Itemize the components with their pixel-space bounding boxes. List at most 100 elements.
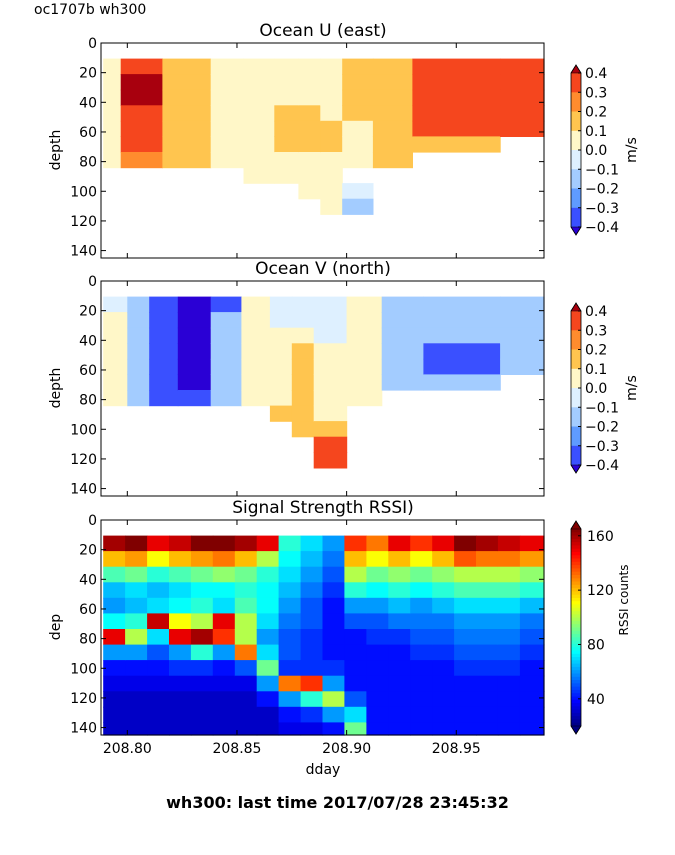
data-cell [212, 613, 236, 630]
data-cell [388, 675, 411, 692]
colorbar-segment [571, 696, 581, 701]
y-tick-label: 40 [79, 95, 97, 111]
data-cell [300, 629, 324, 646]
data-cell [234, 613, 258, 630]
data-cell [423, 374, 501, 391]
data-cell [103, 312, 128, 329]
data-cell [269, 358, 293, 375]
data-cell [269, 390, 293, 407]
colorbar-segment [571, 558, 581, 563]
data-cell [162, 89, 212, 106]
data-cell [127, 358, 150, 375]
data-cell [291, 358, 315, 375]
data-cell [125, 597, 148, 614]
colorbar-segment [571, 666, 581, 671]
data-cell [300, 644, 324, 661]
data-cell [412, 105, 501, 122]
y-tick-label: 20 [79, 66, 97, 82]
data-cell [103, 105, 122, 122]
data-cell [344, 691, 367, 708]
data-cell [103, 152, 122, 169]
data-cell [147, 706, 170, 723]
colorbar-segment [571, 188, 581, 209]
data-cell [278, 551, 302, 568]
y-tick-label: 140 [70, 721, 97, 737]
data-cell [278, 722, 302, 736]
plot-frame-ocean-v [100, 280, 545, 497]
data-cell [322, 566, 345, 583]
data-cell [256, 613, 280, 630]
data-cell [410, 706, 433, 723]
data-cell [103, 120, 122, 137]
colorbar-ocean-v: 0.4 0.3 0.2 0.1 0.0 −0.1 −0.2 −0.3 −0.4 [570, 302, 619, 474]
data-cell [103, 89, 122, 106]
data-cell [432, 629, 455, 646]
data-cell [125, 644, 148, 661]
data-cell [500, 327, 545, 344]
data-cell [300, 706, 324, 723]
data-cell [320, 152, 343, 169]
data-cell [412, 120, 501, 137]
data-cell [320, 105, 343, 122]
data-cell [278, 660, 302, 677]
data-cell [366, 722, 389, 736]
data-cell [410, 722, 433, 736]
data-cell [291, 390, 315, 407]
data-cell [410, 644, 433, 661]
data-cell [120, 120, 163, 137]
data-cell [210, 374, 242, 391]
data-cell [476, 706, 499, 723]
colorbar-segment [571, 663, 581, 668]
data-cell [177, 312, 212, 329]
data-cell [278, 644, 302, 661]
data-cell [300, 660, 324, 677]
colorbar-segment [571, 604, 581, 609]
data-cell [320, 74, 343, 91]
data-cell [274, 105, 299, 122]
data-cell [177, 374, 212, 391]
colorbar-segment [571, 703, 581, 707]
data-cell [169, 613, 192, 630]
data-cell [212, 706, 236, 723]
colorbar-segment [571, 683, 581, 688]
data-cell [497, 629, 521, 646]
data-cell [346, 358, 383, 375]
data-cell [120, 58, 163, 75]
data-cell [346, 296, 383, 313]
data-cell [234, 629, 258, 646]
data-cell [346, 374, 383, 391]
colorbar-segment [571, 650, 581, 655]
y-tick-label: 0 [88, 513, 97, 529]
data-cell [298, 136, 321, 153]
data-cell [497, 535, 521, 552]
y-tick-label: 80 [79, 155, 97, 171]
data-cell [454, 660, 477, 677]
data-cell [190, 566, 214, 583]
colorbar-segment [571, 575, 581, 579]
colorbar-tick-label: 0.2 [585, 343, 607, 359]
data-cell [190, 582, 214, 599]
data-cell [291, 374, 315, 391]
data-cell [366, 706, 389, 723]
data-cell [300, 582, 324, 599]
colorbar-ocean-u: 0.4 0.3 0.2 0.1 0.0 −0.1 −0.2 −0.3 −0.4 [570, 64, 619, 236]
data-cell [410, 551, 433, 568]
data-cell [454, 597, 477, 614]
data-cell [147, 535, 170, 552]
y-tick-label: 40 [79, 333, 97, 349]
data-cell [344, 706, 367, 723]
data-cell [300, 691, 324, 708]
data-cell [519, 660, 545, 677]
data-cell [410, 535, 433, 552]
data-cell [381, 327, 424, 344]
data-cell [344, 629, 367, 646]
data-cell [278, 613, 302, 630]
colorbar-label-ocean-v: m/s [624, 375, 640, 401]
data-cell [278, 691, 302, 708]
data-cell [243, 58, 275, 75]
data-cell [454, 675, 477, 692]
data-cell [298, 167, 321, 184]
data-cell [190, 597, 214, 614]
data-cell [342, 183, 374, 200]
plot-frame-rssi [100, 519, 545, 736]
